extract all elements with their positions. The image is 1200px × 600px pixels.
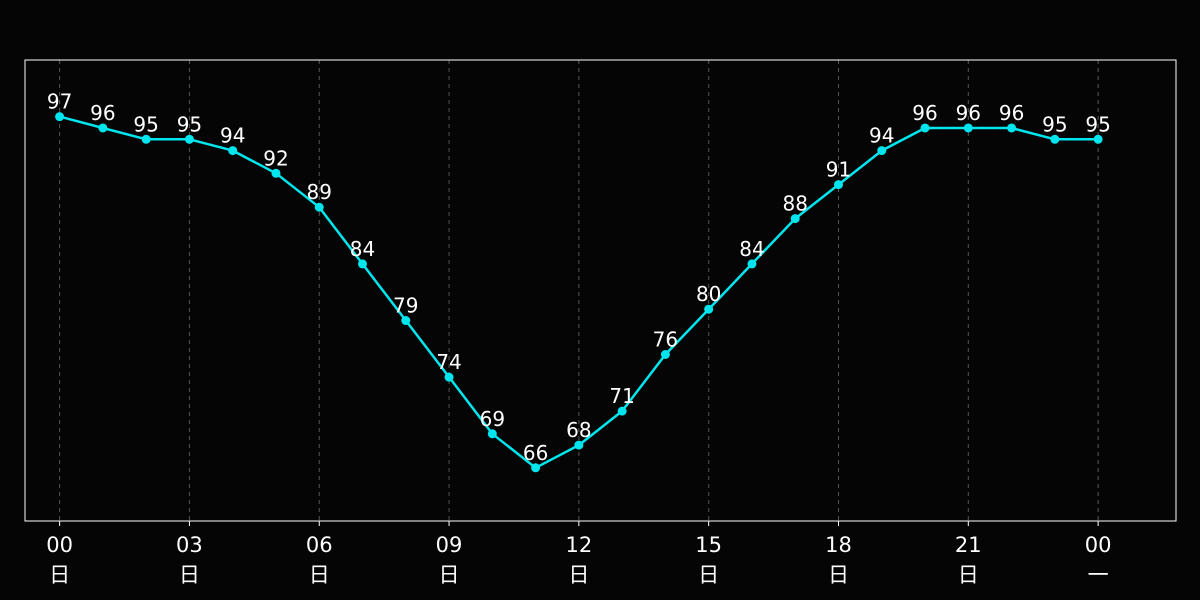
- data-point-17: [790, 214, 800, 224]
- x-tick-sublabel-2: 日: [309, 563, 330, 587]
- data-label-8: 79: [393, 294, 418, 318]
- data-label-3: 95: [177, 112, 202, 136]
- data-point-21: [963, 123, 973, 133]
- data-label-14: 76: [653, 327, 678, 351]
- data-label-6: 89: [307, 180, 332, 204]
- data-point-16: [747, 259, 757, 269]
- plot-frame: [24, 59, 1177, 522]
- x-tick-label-1: 03: [176, 533, 203, 557]
- x-tick-sublabel-6: 日: [828, 563, 849, 587]
- data-label-2: 95: [133, 112, 158, 136]
- x-tick-sublabel-7: 日: [958, 563, 979, 587]
- data-label-18: 91: [826, 158, 851, 182]
- data-label-24: 95: [1085, 112, 1110, 136]
- data-label-11: 66: [523, 441, 548, 465]
- data-label-16: 84: [739, 237, 764, 261]
- data-point-23: [1050, 134, 1060, 144]
- x-tick-label-3: 09: [436, 533, 463, 557]
- data-point-2: [141, 134, 151, 144]
- data-point-13: [617, 406, 627, 416]
- data-point-8: [401, 316, 411, 326]
- x-tick-label-7: 21: [955, 533, 982, 557]
- data-point-18: [833, 180, 843, 190]
- data-label-10: 69: [480, 407, 505, 431]
- data-point-14: [660, 349, 670, 359]
- data-point-22: [1007, 123, 1017, 133]
- data-label-22: 96: [999, 101, 1024, 125]
- x-tick-label-6: 18: [825, 533, 852, 557]
- data-label-4: 94: [220, 124, 245, 148]
- x-tick-sublabel-3: 日: [439, 563, 460, 587]
- data-point-4: [228, 146, 238, 156]
- x-tick-sublabel-0: 日: [49, 563, 70, 587]
- data-point-10: [487, 429, 497, 439]
- data-label-7: 84: [350, 237, 375, 261]
- data-label-19: 94: [869, 124, 894, 148]
- series-layer: [55, 112, 1103, 473]
- data-point-6: [314, 202, 324, 212]
- data-label-15: 80: [696, 282, 721, 306]
- data-labels-layer: 97 96 95 95 94 92 89 84 79 74 69 66 68 71 76 80 84 88 91 94…: [47, 90, 1111, 465]
- data-label-23: 95: [1042, 112, 1067, 136]
- data-point-19: [877, 146, 887, 156]
- data-point-3: [184, 134, 194, 144]
- data-label-17: 88: [782, 192, 807, 216]
- data-point-5: [271, 168, 281, 178]
- x-tick-label-8: 00: [1085, 533, 1112, 557]
- x-tick-label-5: 15: [695, 533, 722, 557]
- data-point-0: [55, 112, 65, 122]
- x-axis-ticks: 00 日 03 日 06 日 09 日 12 日 15 日 18 日 21 日 00 一: [46, 521, 1111, 587]
- data-point-20: [920, 123, 930, 133]
- x-tick-label-0: 00: [46, 533, 73, 557]
- x-tick-label-4: 12: [565, 533, 592, 557]
- data-point-12: [574, 440, 584, 450]
- x-tick-label-2: 06: [306, 533, 333, 557]
- data-label-0: 97: [47, 90, 72, 114]
- data-point-24: [1093, 134, 1103, 144]
- data-point-9: [444, 372, 454, 382]
- data-point-15: [704, 304, 714, 314]
- data-point-7: [358, 259, 368, 269]
- data-label-13: 71: [609, 384, 634, 408]
- data-point-11: [531, 463, 541, 473]
- data-label-5: 92: [263, 146, 288, 170]
- data-label-21: 96: [956, 101, 981, 125]
- data-label-20: 96: [912, 101, 937, 125]
- data-point-1: [98, 123, 108, 133]
- data-label-1: 96: [90, 101, 115, 125]
- data-label-12: 68: [566, 418, 591, 442]
- x-tick-sublabel-1: 日: [179, 563, 200, 587]
- x-tick-sublabel-5: 日: [698, 563, 719, 587]
- data-label-9: 74: [436, 350, 461, 374]
- x-tick-sublabel-8: 一: [1088, 563, 1109, 587]
- x-tick-sublabel-4: 日: [568, 563, 589, 587]
